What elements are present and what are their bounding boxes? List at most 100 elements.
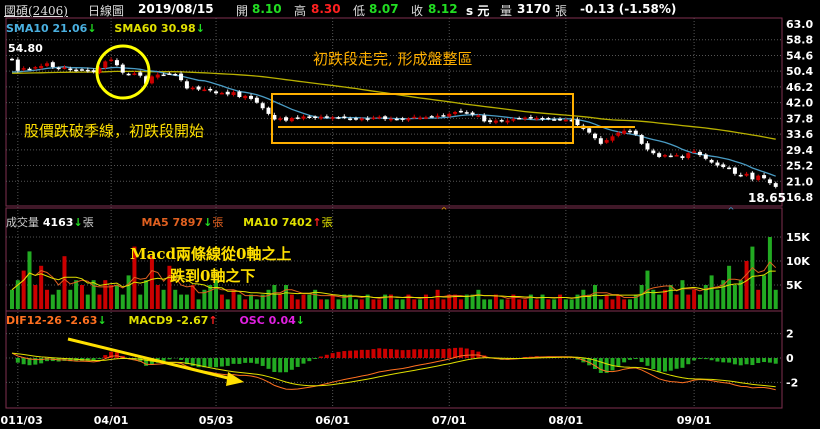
candle-body	[184, 81, 189, 89]
volume-bar	[657, 294, 662, 309]
macd-annotation-line1: Macd兩條線從0軸之上	[130, 245, 292, 263]
osc-bar	[610, 358, 615, 371]
x-tick-label: 05/03	[199, 414, 234, 427]
osc-bar	[68, 358, 73, 362]
candle-body	[149, 76, 154, 84]
candle-body	[167, 73, 172, 75]
sma10-line	[11, 66, 776, 177]
macd-legend-value: MACD9 -2.67	[128, 314, 209, 327]
volume-bar	[74, 280, 79, 309]
candle-body	[15, 59, 20, 71]
volume-bar	[674, 294, 679, 309]
candle-body	[289, 117, 294, 122]
volume-bar	[505, 299, 510, 309]
osc-bar	[114, 352, 119, 358]
osc-bar	[91, 358, 96, 362]
osc-bar	[639, 358, 644, 363]
volume-bar	[534, 299, 539, 309]
osc-bar	[324, 354, 329, 358]
candle-body	[756, 175, 761, 180]
macd-tick-label: -2	[786, 376, 798, 389]
close-value: 8.12	[428, 2, 458, 16]
arrow-down-icon: ↓	[203, 216, 213, 229]
candle-body	[645, 143, 650, 150]
osc-bar	[260, 358, 265, 366]
candle-body	[674, 155, 679, 157]
arrow-down-icon: ↓	[73, 216, 83, 229]
candle-body	[692, 151, 697, 153]
candle-body	[208, 88, 213, 91]
volume-bar	[464, 294, 469, 309]
unit: s 元	[466, 4, 490, 18]
candle-body	[120, 64, 125, 73]
x-tick-label: 07/01	[432, 414, 467, 427]
candle-body	[74, 69, 79, 72]
volume-bar	[342, 294, 347, 309]
candle-body	[511, 119, 516, 121]
change-value: -0.13 (-1.58%)	[580, 2, 677, 16]
candle-body	[190, 87, 195, 90]
volume-bar	[371, 299, 376, 309]
osc-bar	[307, 358, 312, 362]
consolidation-annotation: 初跌段走完, 形成盤整區	[313, 50, 473, 68]
volume-bar	[284, 285, 289, 309]
osc-bar	[453, 347, 458, 358]
osc-bar	[359, 349, 364, 358]
volume-bar	[721, 280, 726, 309]
candle-body	[301, 116, 306, 119]
arrow-down-icon: ↓	[195, 22, 205, 35]
osc-bar	[254, 358, 259, 364]
volume-bar	[313, 289, 318, 309]
volume-bar	[738, 280, 743, 309]
candle-body	[406, 118, 411, 121]
ma10-legend: MA10 7402	[243, 216, 313, 229]
volume-bar	[39, 265, 44, 309]
candle-body	[482, 115, 487, 122]
panel-frame	[5, 310, 783, 409]
osc-bar	[249, 358, 254, 363]
volume-bar	[569, 299, 574, 309]
osc-bar	[21, 358, 26, 365]
volume-bar	[662, 289, 667, 309]
volume-bar	[651, 289, 656, 309]
marker-icon: ^	[441, 206, 448, 215]
osc-bar	[662, 358, 667, 372]
volume-bar	[68, 289, 73, 309]
volume-tick-label: 10K	[786, 255, 810, 268]
volume-bar	[138, 294, 143, 309]
candle-body	[272, 114, 277, 120]
osc-bar	[266, 358, 271, 369]
arrow-down-icon: ↓	[87, 22, 97, 35]
candle-body	[767, 179, 772, 184]
volume-bar	[499, 299, 504, 309]
low-label: 低	[353, 4, 366, 18]
candle-body	[284, 117, 289, 121]
osc-bar	[622, 358, 627, 363]
candle-body	[10, 58, 14, 61]
candle-body	[383, 116, 388, 120]
sma10-legend: SMA10 21.06	[6, 22, 88, 35]
osc-bar	[458, 347, 463, 358]
volume-unit: 張	[555, 4, 568, 18]
volume-bar	[336, 299, 341, 309]
unit: 張	[321, 216, 333, 229]
volume-bar	[470, 294, 475, 309]
candle-body	[738, 174, 743, 177]
volume-bar	[744, 261, 749, 309]
candle-body	[266, 107, 271, 114]
volume-ma10-line	[11, 270, 776, 299]
candle-body	[499, 120, 504, 122]
stock-name[interactable]: 國碩(2406)	[4, 4, 68, 18]
volume-bar	[126, 275, 131, 309]
volume-bar	[91, 280, 96, 309]
osc-bar	[336, 351, 341, 358]
osc-bar	[429, 349, 434, 358]
osc-bar	[167, 358, 172, 360]
volume-bar	[668, 285, 673, 309]
volume-value: 4163	[42, 216, 74, 229]
candle-body	[732, 167, 737, 174]
volume-ma5-line	[11, 261, 777, 299]
volume-bar	[383, 294, 388, 309]
osc-bar	[295, 358, 300, 367]
